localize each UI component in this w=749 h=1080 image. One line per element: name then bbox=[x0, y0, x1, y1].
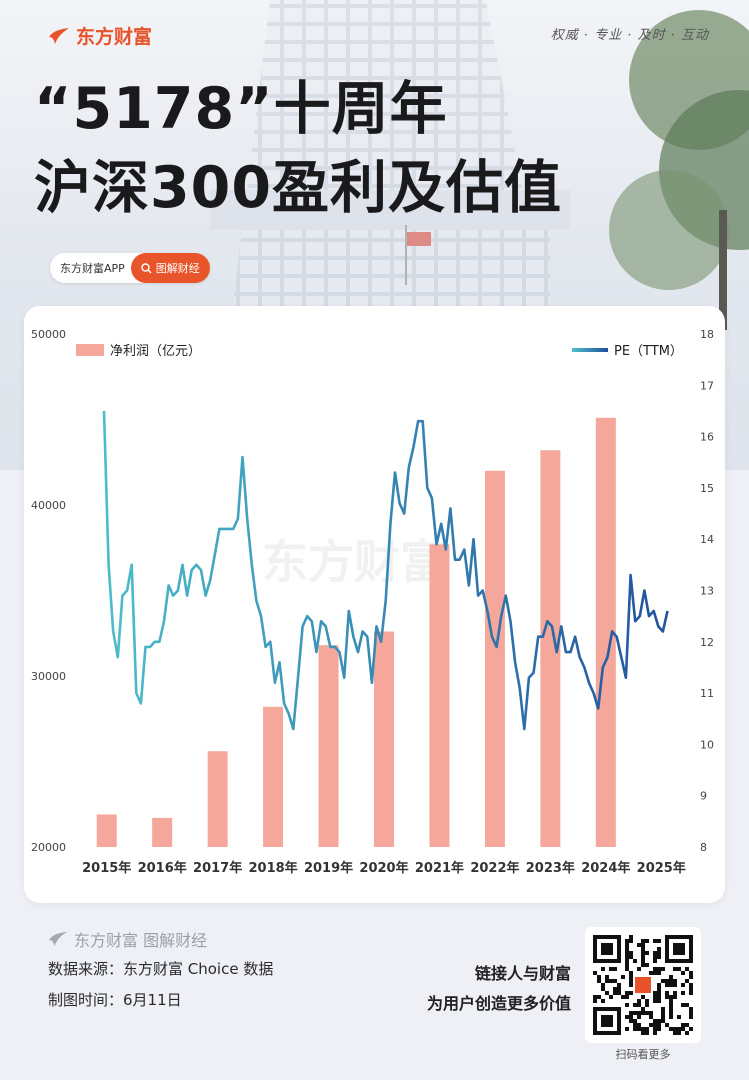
title-line-2: 沪深300盈利及估值 bbox=[34, 155, 562, 221]
legend-line-swatch bbox=[572, 348, 608, 352]
hero-banner: 东方财富 权威 · 专业 · 及时 · 互动 “5178”十周年 沪深300盈利… bbox=[0, 0, 749, 470]
right-axis-tick: 11 bbox=[700, 687, 714, 700]
legend-bar-swatch bbox=[76, 344, 104, 356]
right-axis-tick: 13 bbox=[700, 585, 714, 598]
right-axis-tick: 12 bbox=[700, 636, 714, 649]
footer-brand: 东方财富 图解财经 bbox=[48, 927, 207, 951]
bar-2020年 bbox=[374, 631, 394, 847]
motto-line-1: 链接人与财富 bbox=[474, 964, 571, 983]
right-axis-tick: 9 bbox=[700, 790, 707, 803]
x-axis-tick: 2018年 bbox=[248, 860, 297, 876]
legend-line-label: PE（TTM） bbox=[614, 344, 683, 359]
bar-2017年 bbox=[207, 751, 228, 847]
x-axis-tick: 2021年 bbox=[415, 860, 464, 876]
tujie-label: 图解财经 bbox=[155, 262, 200, 275]
tag-app-label: 东方财富APP bbox=[60, 262, 125, 275]
x-axis-tick: 2020年 bbox=[359, 860, 408, 876]
tujie-button[interactable]: 图解财经 bbox=[130, 253, 210, 283]
left-axis-tick: 30000 bbox=[31, 670, 66, 683]
eastmoney-logo-icon bbox=[49, 931, 67, 947]
data-source: 数据来源：东方财富 Choice 数据 bbox=[48, 960, 274, 978]
left-axis-tick: 20000 bbox=[31, 841, 66, 854]
motto-line-2: 为用户创造更多价值 bbox=[426, 994, 571, 1013]
bar-2024年 bbox=[595, 417, 616, 847]
right-axis-tick: 17 bbox=[700, 379, 714, 392]
x-axis-tick: 2023年 bbox=[526, 860, 575, 876]
slogan: 权威 · 专业 · 及时 · 互动 bbox=[550, 28, 709, 43]
left-axis-tick: 40000 bbox=[31, 499, 66, 512]
bar-2023年 bbox=[540, 450, 561, 847]
x-axis-tick: 2019年 bbox=[304, 860, 353, 876]
chart-card: 东方财富 20000 30000 40000 50000 8 9 10 11 12 13 14 15… bbox=[24, 306, 725, 903]
bar-2016年 bbox=[152, 817, 173, 847]
right-axis-tick: 8 bbox=[700, 841, 707, 854]
qr-code[interactable] bbox=[585, 927, 701, 1043]
tree-illustration bbox=[609, 10, 749, 330]
app-tag[interactable]: 东方财富APP 图解财经 bbox=[50, 253, 210, 283]
chart-watermark: 东方财富 bbox=[262, 535, 446, 589]
chart: 东方财富 20000 30000 40000 50000 8 9 10 11 12 13 14 15… bbox=[31, 328, 714, 876]
pe-line bbox=[102, 410, 669, 731]
qr-code-icon bbox=[593, 935, 693, 1035]
right-axis-tick: 15 bbox=[700, 482, 714, 495]
x-axis-tick: 2015年 bbox=[82, 860, 131, 876]
right-axis-tick: 16 bbox=[700, 431, 714, 444]
brand-logo: 东方财富 bbox=[48, 22, 152, 49]
left-axis-tick: 50000 bbox=[31, 328, 66, 341]
x-axis-tick: 2022年 bbox=[470, 860, 519, 876]
bar-2022年 bbox=[484, 470, 505, 847]
building-illustration bbox=[210, 0, 570, 330]
bar-2018年 bbox=[263, 706, 284, 847]
x-axis-tick: 2017年 bbox=[193, 860, 242, 876]
eastmoney-logo-icon bbox=[49, 27, 69, 44]
right-axis-tick: 18 bbox=[700, 328, 714, 341]
x-axis-tick: 2025年 bbox=[637, 860, 686, 876]
right-axis-tick: 14 bbox=[700, 533, 714, 546]
brand-name: 东方财富 bbox=[76, 26, 153, 48]
x-axis-tick: 2016年 bbox=[138, 860, 187, 876]
footer-brand-label: 东方财富 图解财经 bbox=[74, 931, 208, 950]
draw-time: 制图时间：6月11日 bbox=[48, 991, 182, 1009]
qr-caption: 扫码看更多 bbox=[615, 1048, 671, 1061]
bar-2021年 bbox=[429, 544, 450, 847]
page-title: “5178”十周年 沪深300盈利及估值 bbox=[34, 70, 562, 228]
legend-bar-label: 净利润（亿元） bbox=[110, 344, 201, 359]
search-icon bbox=[141, 262, 152, 273]
title-line-1: “5178”十周年 bbox=[34, 76, 448, 142]
right-axis-tick: 10 bbox=[700, 738, 714, 751]
bar-2015年 bbox=[96, 814, 117, 847]
bar-2019年 bbox=[318, 645, 339, 847]
x-axis-tick: 2024年 bbox=[581, 860, 630, 876]
